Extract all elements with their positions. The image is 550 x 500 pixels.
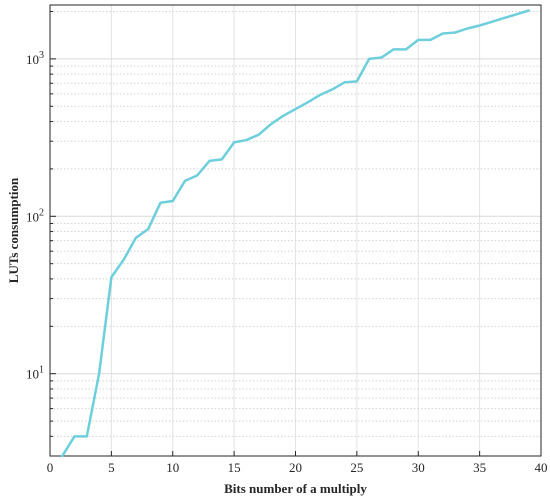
x-tick-label: 10 [166,460,179,475]
x-tick-label: 35 [473,460,486,475]
x-tick-label: 20 [289,460,302,475]
y-tick-label: 103 [26,50,44,67]
x-tick-label: 30 [412,460,425,475]
x-tick-label: 15 [228,460,241,475]
grid [50,5,541,457]
y-tick-label: 102 [26,207,44,224]
y-axis-label: LUTs consumption [6,177,21,283]
x-tick-label: 0 [47,460,54,475]
x-tick-label: 40 [535,460,548,475]
x-tick-label: 25 [350,460,363,475]
series-layer [61,9,530,458]
y-tick-label: 101 [26,365,44,382]
x-tick-label: 5 [108,460,115,475]
series-line [61,9,530,458]
x-axis-label: Bits number of a multiply [224,481,367,496]
axis-ticks [49,11,542,457]
tick-labels: 0 5 10 15 20 25 30 35 40 101 102 103 [26,50,548,475]
